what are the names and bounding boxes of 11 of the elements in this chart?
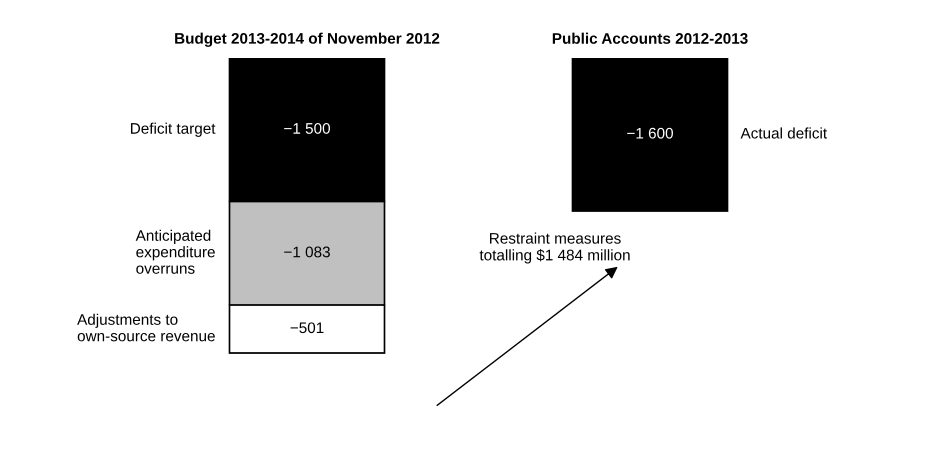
- series-label: Anticipated expenditure overruns: [136, 230, 215, 274]
- series-label: Actual deficit: [740, 127, 828, 139]
- data-label: −1 600: [627, 128, 673, 139]
- data-label: −501: [290, 322, 324, 334]
- series-label: Adjustments to own-source revenue: [77, 314, 215, 342]
- annotation: Restraint measures totalling $1 484 million: [480, 232, 630, 264]
- data-label: −1 083: [284, 246, 330, 258]
- x-tick-label: Budget 2013-2014 of November 2012: [175, 32, 440, 47]
- series-label: Deficit target: [131, 122, 216, 137]
- x-tick-label: Public Accounts 2012-2013: [552, 32, 748, 44]
- data-label: −1 500: [284, 123, 330, 134]
